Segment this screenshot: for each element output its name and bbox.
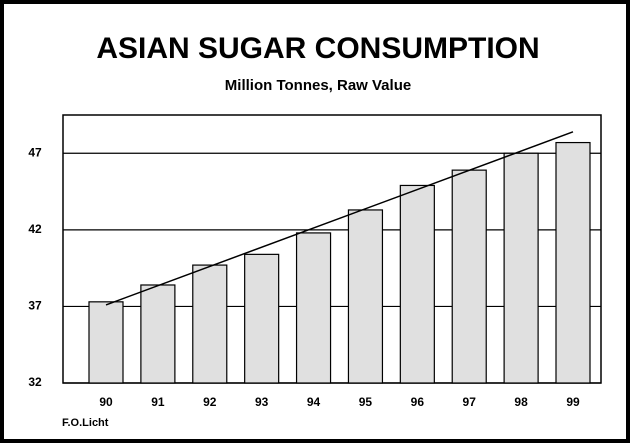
bar [347, 209, 384, 384]
x-tick-label: 93 [255, 395, 269, 409]
x-tick-label: 94 [307, 395, 321, 409]
x-tick-label: 95 [359, 395, 373, 409]
y-tick-label: 37 [28, 299, 42, 313]
bar [399, 184, 435, 384]
bar [503, 152, 539, 384]
bar [295, 232, 332, 384]
source: F.O.Licht [62, 417, 109, 429]
x-tick-label: 97 [463, 395, 477, 409]
bar [555, 141, 591, 384]
y-tick-label: 47 [28, 145, 42, 159]
x-tick-label: 90 [99, 395, 113, 409]
x-tick-label: 98 [514, 395, 528, 409]
bar [88, 301, 124, 384]
bar [451, 169, 487, 384]
y-tick-label: 42 [28, 222, 42, 236]
chart-title: ASIAN SUGAR CONSUMPTION [96, 32, 539, 65]
y-tick-label: 32 [28, 375, 42, 389]
chart-subtitle: Million Tonnes, Raw Value [225, 77, 411, 94]
bar [140, 284, 176, 384]
x-tick-label: 92 [203, 395, 217, 409]
trend-line [105, 131, 574, 306]
bar [244, 253, 280, 384]
x-tick-label: 91 [151, 395, 165, 409]
x-tick-label: 96 [411, 395, 425, 409]
bar [192, 264, 228, 384]
x-tick-label: 99 [566, 395, 580, 409]
